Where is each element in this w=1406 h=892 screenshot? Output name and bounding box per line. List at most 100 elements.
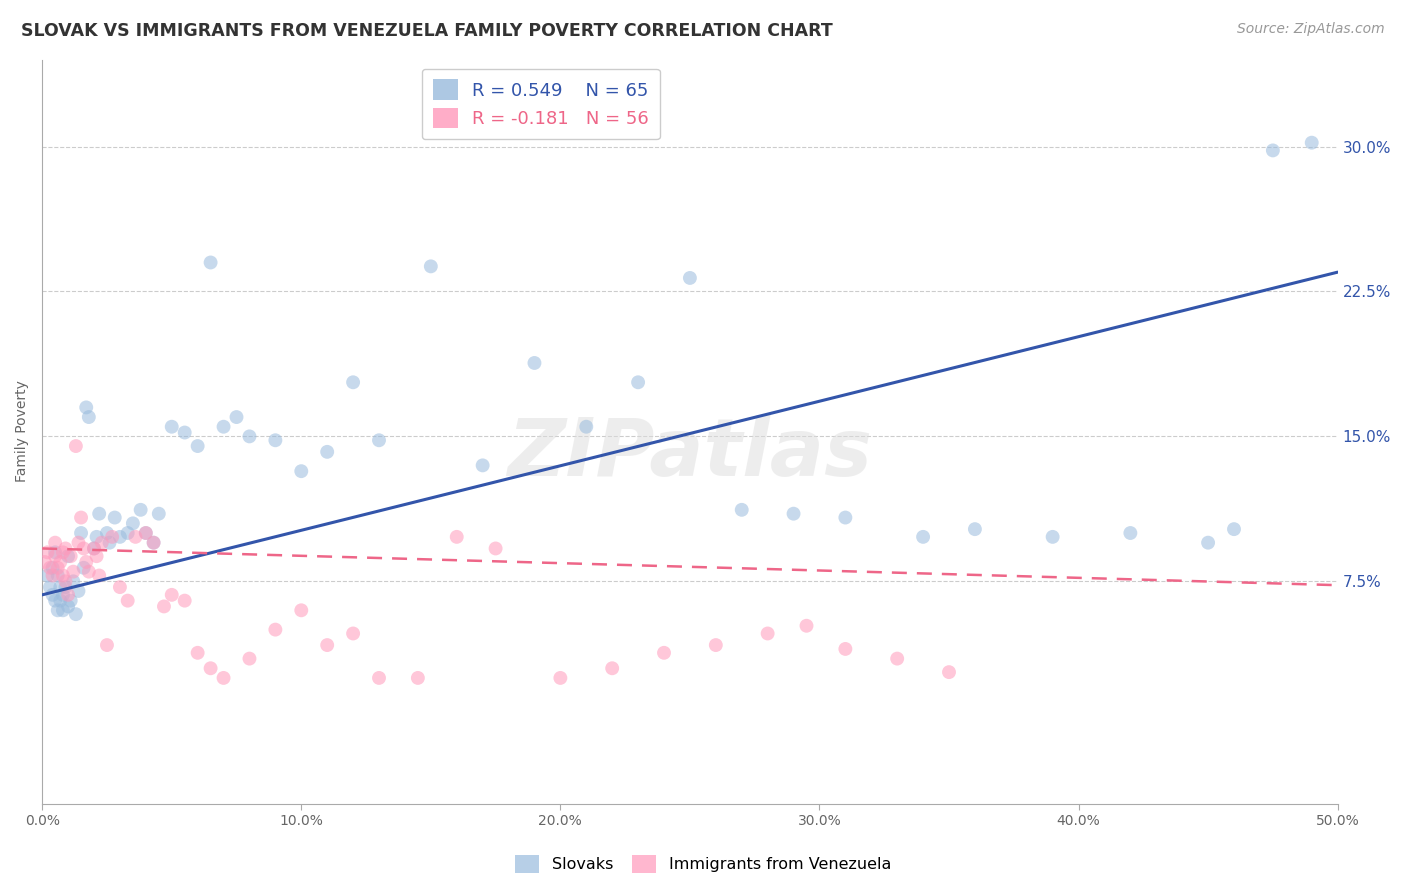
Point — [44, 549, 66, 564]
Point — [1301, 136, 1323, 150]
Point — [446, 530, 468, 544]
Point — [264, 623, 287, 637]
Point — [56, 549, 79, 564]
Point — [368, 671, 391, 685]
Point — [200, 255, 222, 269]
Point — [342, 376, 364, 390]
Point — [406, 671, 429, 685]
Point — [46, 603, 69, 617]
Point — [1261, 144, 1284, 158]
Point — [238, 651, 260, 665]
Point — [70, 510, 93, 524]
Point — [96, 638, 118, 652]
Point — [89, 568, 111, 582]
Point — [62, 565, 84, 579]
Point — [44, 593, 66, 607]
Point — [200, 661, 222, 675]
Point — [41, 568, 63, 582]
Point — [264, 434, 287, 448]
Text: ZIPatlas: ZIPatlas — [508, 415, 872, 493]
Point — [316, 445, 339, 459]
Point — [65, 607, 87, 622]
Point — [731, 503, 754, 517]
Point — [290, 464, 312, 478]
Point — [34, 555, 56, 569]
Point — [187, 439, 209, 453]
Point — [238, 429, 260, 443]
Point — [75, 555, 97, 569]
Legend: R = 0.549    N = 65, R = -0.181   N = 56: R = 0.549 N = 65, R = -0.181 N = 56 — [422, 69, 659, 139]
Point — [1119, 526, 1142, 541]
Point — [44, 545, 66, 559]
Point — [98, 535, 121, 549]
Point — [523, 356, 546, 370]
Point — [212, 671, 235, 685]
Point — [342, 626, 364, 640]
Point — [135, 526, 157, 541]
Point — [37, 545, 59, 559]
Point — [142, 535, 165, 549]
Legend: Slovaks, Immigrants from Venezuela: Slovaks, Immigrants from Venezuela — [509, 848, 897, 880]
Point — [59, 593, 82, 607]
Point — [575, 419, 598, 434]
Point — [75, 401, 97, 415]
Point — [39, 580, 62, 594]
Point — [1223, 522, 1246, 536]
Point — [1197, 535, 1219, 549]
Point — [104, 510, 127, 524]
Point — [65, 439, 87, 453]
Point — [963, 522, 986, 536]
Point — [83, 541, 105, 556]
Point — [796, 619, 818, 633]
Point — [419, 260, 441, 274]
Point — [46, 561, 69, 575]
Point — [122, 516, 145, 531]
Point — [160, 419, 183, 434]
Point — [86, 549, 108, 564]
Point — [41, 588, 63, 602]
Point — [173, 425, 195, 440]
Point — [96, 526, 118, 541]
Point — [912, 530, 935, 544]
Point — [72, 561, 94, 575]
Point — [679, 271, 702, 285]
Point — [86, 530, 108, 544]
Point — [39, 561, 62, 575]
Point — [44, 535, 66, 549]
Point — [652, 646, 675, 660]
Point — [148, 507, 170, 521]
Point — [938, 665, 960, 680]
Point — [55, 541, 77, 556]
Point — [46, 568, 69, 582]
Point — [56, 588, 79, 602]
Y-axis label: Family Poverty: Family Poverty — [15, 381, 30, 483]
Point — [37, 568, 59, 582]
Point — [316, 638, 339, 652]
Point — [83, 541, 105, 556]
Point — [89, 507, 111, 521]
Point — [108, 580, 131, 594]
Point — [41, 561, 63, 575]
Point — [129, 503, 152, 517]
Point — [117, 526, 139, 541]
Point — [62, 574, 84, 589]
Point — [59, 549, 82, 564]
Point — [52, 545, 75, 559]
Point — [77, 410, 100, 425]
Point — [55, 580, 77, 594]
Point — [886, 651, 908, 665]
Point — [52, 568, 75, 582]
Point — [101, 530, 124, 544]
Point — [49, 580, 72, 594]
Point — [124, 530, 146, 544]
Point — [67, 535, 90, 549]
Point — [225, 410, 247, 425]
Point — [756, 626, 779, 640]
Point — [782, 507, 804, 521]
Text: Source: ZipAtlas.com: Source: ZipAtlas.com — [1237, 22, 1385, 37]
Point — [212, 419, 235, 434]
Point — [834, 510, 856, 524]
Point — [290, 603, 312, 617]
Point — [153, 599, 176, 614]
Point — [627, 376, 650, 390]
